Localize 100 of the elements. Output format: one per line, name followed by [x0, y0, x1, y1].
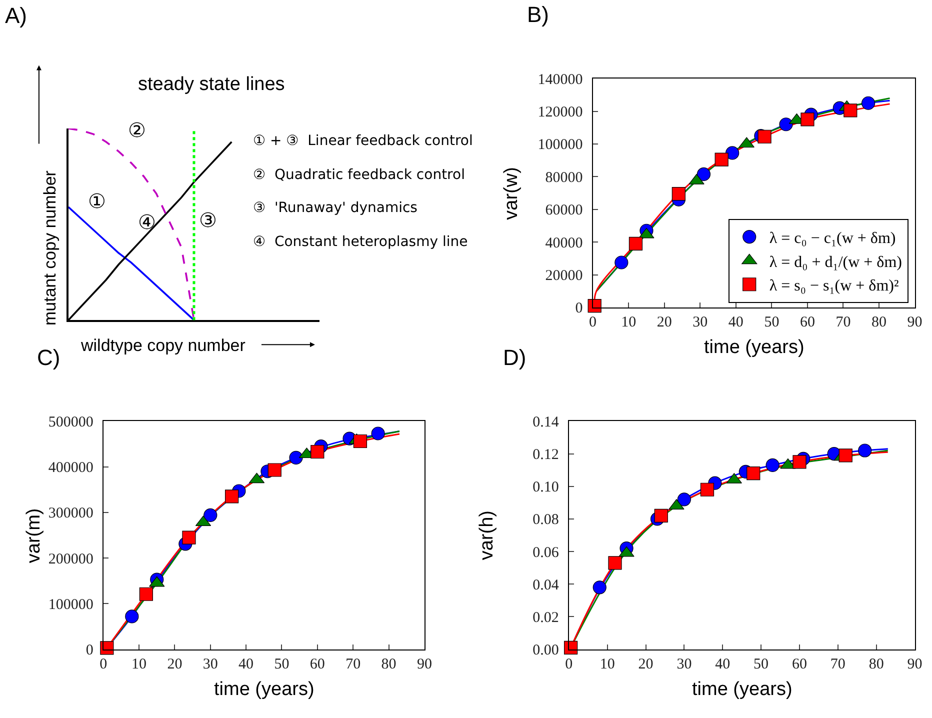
point: [700, 482, 714, 496]
chart-title: steady state lines: [138, 74, 285, 95]
point: [628, 236, 643, 251]
point: [714, 152, 728, 166]
point: [182, 530, 196, 544]
annotation: ② Quadratic feedback control: [253, 167, 465, 183]
x-tick-label: 80: [381, 656, 396, 672]
x-tick-label: 60: [800, 314, 815, 330]
text: A): [5, 3, 27, 28]
y-tick-label: 0.04: [532, 577, 560, 594]
y-tick-label: 200000: [48, 551, 94, 568]
x-tick-label: 90: [907, 314, 922, 330]
y-axis-title: mutant copy number: [40, 170, 60, 326]
annotation: ①: [88, 189, 106, 213]
point: [139, 587, 153, 601]
y-tick-label: 60000: [545, 202, 583, 219]
point: [677, 492, 691, 506]
y-tick-label: 0.00: [532, 642, 559, 659]
point: [758, 130, 772, 144]
x-tick-label: 70: [346, 656, 361, 672]
point: [224, 490, 239, 504]
point: [289, 450, 303, 464]
y-tick-label: 80000: [545, 170, 583, 186]
y-tick-label: 300000: [48, 506, 94, 522]
annotation: ③: [199, 208, 217, 232]
point: [766, 458, 780, 472]
y-tick-label: 0.10: [532, 480, 559, 496]
point: [844, 104, 858, 118]
point: [608, 556, 622, 570]
x-axis-title: time (years): [692, 679, 792, 700]
y-tick-label: 0: [575, 300, 583, 317]
annotation: ④ Constant heteroplasmy line: [253, 234, 468, 250]
x-tick-label: 60: [792, 656, 807, 672]
point: [838, 448, 852, 462]
y-tick-label: 0.08: [532, 512, 559, 528]
point: [779, 118, 793, 132]
y-tick-label: 400000: [48, 460, 94, 476]
annotation: ②: [128, 118, 146, 142]
y-axis-title: var(m): [24, 508, 45, 564]
point: [800, 112, 814, 126]
x-tick-label: 10: [132, 656, 147, 672]
x-tick-label: 50: [764, 314, 780, 330]
point: [792, 455, 806, 469]
y-axis-title: var(h): [476, 510, 498, 560]
annotation: ③ 'Runaway' dynamics: [253, 200, 418, 216]
y-tick-label: 500000: [48, 414, 94, 430]
y-tick-label: 0.02: [532, 610, 559, 626]
y-tick-label: 100000: [48, 596, 94, 613]
annotation: ① + ③ Linear feedback control: [253, 133, 473, 149]
y-tick-label: 40000: [545, 235, 583, 252]
y-tick-label: 100000: [538, 137, 583, 154]
text: C): [37, 345, 60, 370]
point: [696, 167, 711, 182]
legend-label: λ = c₀ − c₁(w + δm): [769, 230, 896, 248]
x-axis-title: time (years): [704, 337, 804, 358]
point: [746, 466, 760, 480]
x-tick-label: 90: [907, 656, 922, 672]
point: [726, 146, 740, 160]
point: [861, 96, 876, 110]
x-tick-label: 20: [167, 656, 182, 672]
point: [310, 444, 324, 459]
point: [592, 580, 606, 594]
point: [353, 434, 368, 448]
y-tick-label: 140000: [538, 72, 583, 88]
x-tick-label: 0: [100, 656, 108, 672]
point: [100, 641, 114, 655]
y-tick-label: 0: [86, 642, 94, 659]
x-tick-label: 30: [676, 656, 692, 672]
x-tick-label: 40: [715, 656, 730, 672]
point: [614, 256, 628, 270]
legend-label: λ = s₀ − s₁(w + δm)²: [769, 278, 899, 295]
point: [672, 187, 686, 201]
point: [654, 508, 668, 522]
x-tick-label: 90: [416, 656, 432, 672]
y-tick-label: 120000: [538, 104, 583, 121]
point: [204, 508, 218, 522]
x-tick-label: 30: [202, 656, 218, 672]
point: [268, 463, 282, 477]
y-axis-title: var(w): [500, 167, 522, 220]
x-tick-label: 80: [872, 314, 887, 330]
x-axis-title: wildtype copy number: [80, 336, 246, 355]
x-tick-label: 30: [692, 314, 708, 330]
x-tick-label: 10: [600, 656, 615, 672]
x-tick-label: 50: [754, 656, 769, 672]
x-tick-label: 10: [621, 314, 636, 330]
x-tick-label: 70: [830, 656, 846, 672]
x-tick-label: 40: [728, 314, 744, 330]
legend-label: λ = d₀ + d₁/(w + δm): [769, 254, 902, 271]
x-tick-label: 40: [238, 656, 254, 672]
x-tick-label: 60: [310, 656, 325, 672]
point: [371, 426, 385, 440]
x-tick-label: 0: [589, 314, 597, 330]
point: [858, 444, 872, 458]
y-tick-label: 0.06: [532, 544, 560, 561]
annotation: ④: [138, 210, 156, 234]
point: [125, 610, 139, 624]
x-tick-label: 70: [836, 314, 851, 330]
x-tick-label: 20: [638, 656, 654, 672]
y-tick-label: 20000: [545, 268, 583, 284]
y-tick-label: 0.14: [532, 414, 560, 430]
